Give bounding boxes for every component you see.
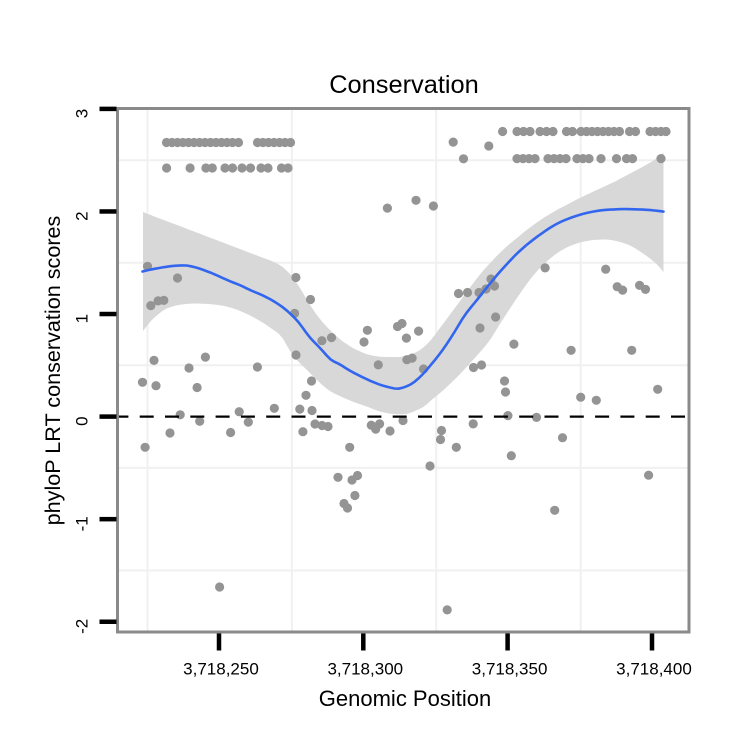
svg-text:3,718,350: 3,718,350: [472, 660, 548, 679]
svg-text:3,718,300: 3,718,300: [327, 660, 403, 679]
svg-text:phyloP LRT conservation scores: phyloP LRT conservation scores: [40, 215, 65, 525]
svg-text:2: 2: [73, 211, 92, 220]
svg-text:Conservation: Conservation: [329, 71, 479, 99]
svg-text:3: 3: [73, 109, 92, 118]
svg-text:-2: -2: [73, 619, 92, 634]
svg-text:1: 1: [73, 314, 92, 323]
svg-text:-1: -1: [73, 516, 92, 531]
svg-text:3,718,400: 3,718,400: [616, 660, 692, 679]
svg-text:0: 0: [73, 416, 92, 425]
svg-text:3,718,250: 3,718,250: [183, 660, 259, 679]
svg-text:Genomic Position: Genomic Position: [319, 686, 491, 711]
